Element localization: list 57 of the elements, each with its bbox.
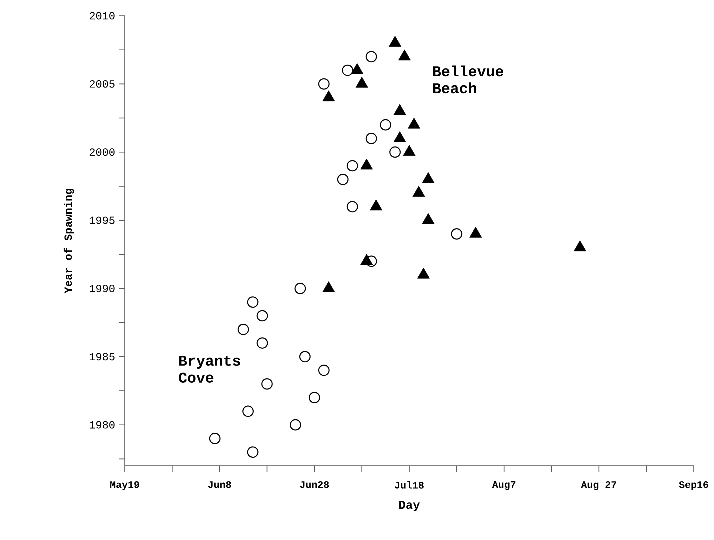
point	[380, 119, 392, 131]
x-tick-label: May19	[110, 482, 140, 490]
point	[394, 104, 406, 116]
point	[337, 174, 349, 186]
point	[360, 158, 374, 170]
x-tick-label: Aug7	[492, 482, 516, 490]
y-tick-label: 2005	[90, 80, 115, 88]
series-label: Bellevue Beach	[433, 66, 504, 94]
y-tick-label: 1995	[90, 216, 115, 224]
y-tick-label: 1985	[90, 353, 115, 361]
point	[360, 254, 374, 266]
point	[470, 227, 482, 238]
point	[242, 406, 254, 418]
point	[209, 433, 221, 444]
point	[294, 283, 306, 294]
point	[390, 146, 401, 158]
point	[346, 201, 358, 213]
point	[300, 351, 311, 363]
y-tick-label: 1980	[90, 421, 115, 429]
point	[398, 50, 411, 61]
point	[290, 419, 302, 431]
point	[417, 268, 430, 279]
point	[394, 132, 406, 142]
point	[412, 186, 426, 197]
point	[366, 133, 378, 144]
x-tick-label: Sep16	[679, 482, 708, 490]
point	[422, 172, 435, 184]
point	[308, 392, 320, 404]
point	[370, 200, 383, 211]
point	[318, 364, 330, 376]
point	[389, 36, 402, 47]
y-tick-label: 2000	[90, 148, 115, 156]
point	[322, 282, 336, 292]
point	[238, 324, 250, 336]
point	[451, 228, 463, 240]
point	[247, 296, 259, 308]
point	[403, 145, 416, 156]
point	[247, 446, 259, 458]
point	[356, 77, 368, 88]
point	[574, 240, 586, 252]
point	[262, 378, 273, 390]
point	[422, 213, 435, 224]
y-tick-label: 1990	[90, 285, 115, 292]
point	[322, 90, 336, 102]
y-tick-label: 2010	[90, 12, 115, 20]
point	[351, 63, 364, 74]
x-axis-title: Day	[400, 501, 420, 512]
point	[256, 310, 268, 322]
point	[408, 118, 420, 129]
x-tick-label: Jun8	[208, 482, 232, 488]
x-tick-label: Aug 27	[581, 482, 616, 490]
y-axis-title: Year of Spawning	[64, 189, 74, 294]
x-tick-label: Jul18	[395, 482, 424, 489]
point	[256, 338, 268, 349]
series-label: Bryants Cove	[179, 356, 240, 383]
point	[346, 160, 358, 172]
x-tick-label: Jun28	[300, 482, 330, 488]
